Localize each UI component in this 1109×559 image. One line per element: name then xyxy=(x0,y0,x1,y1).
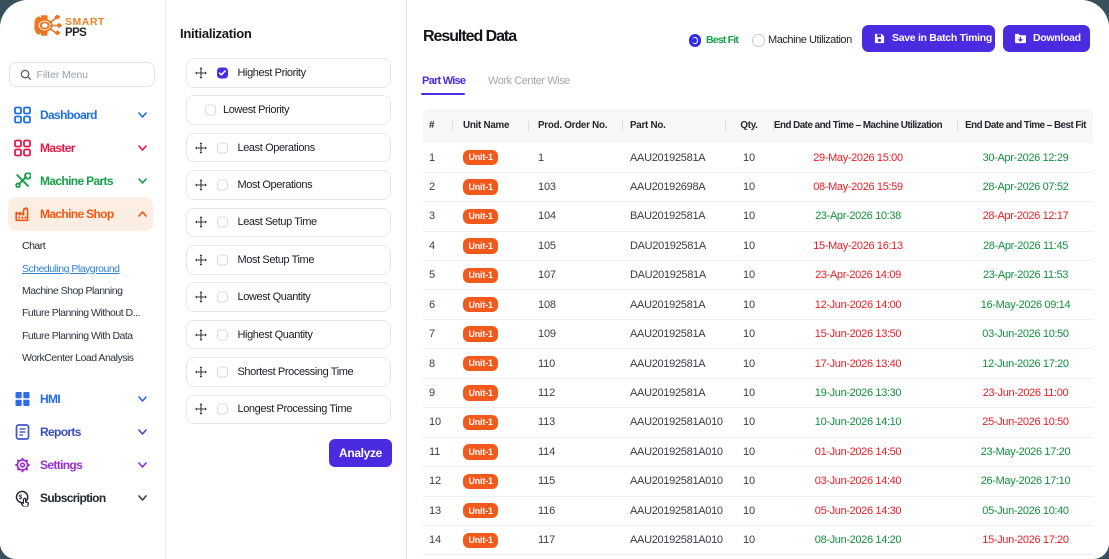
svg-text:$: $ xyxy=(19,494,23,501)
